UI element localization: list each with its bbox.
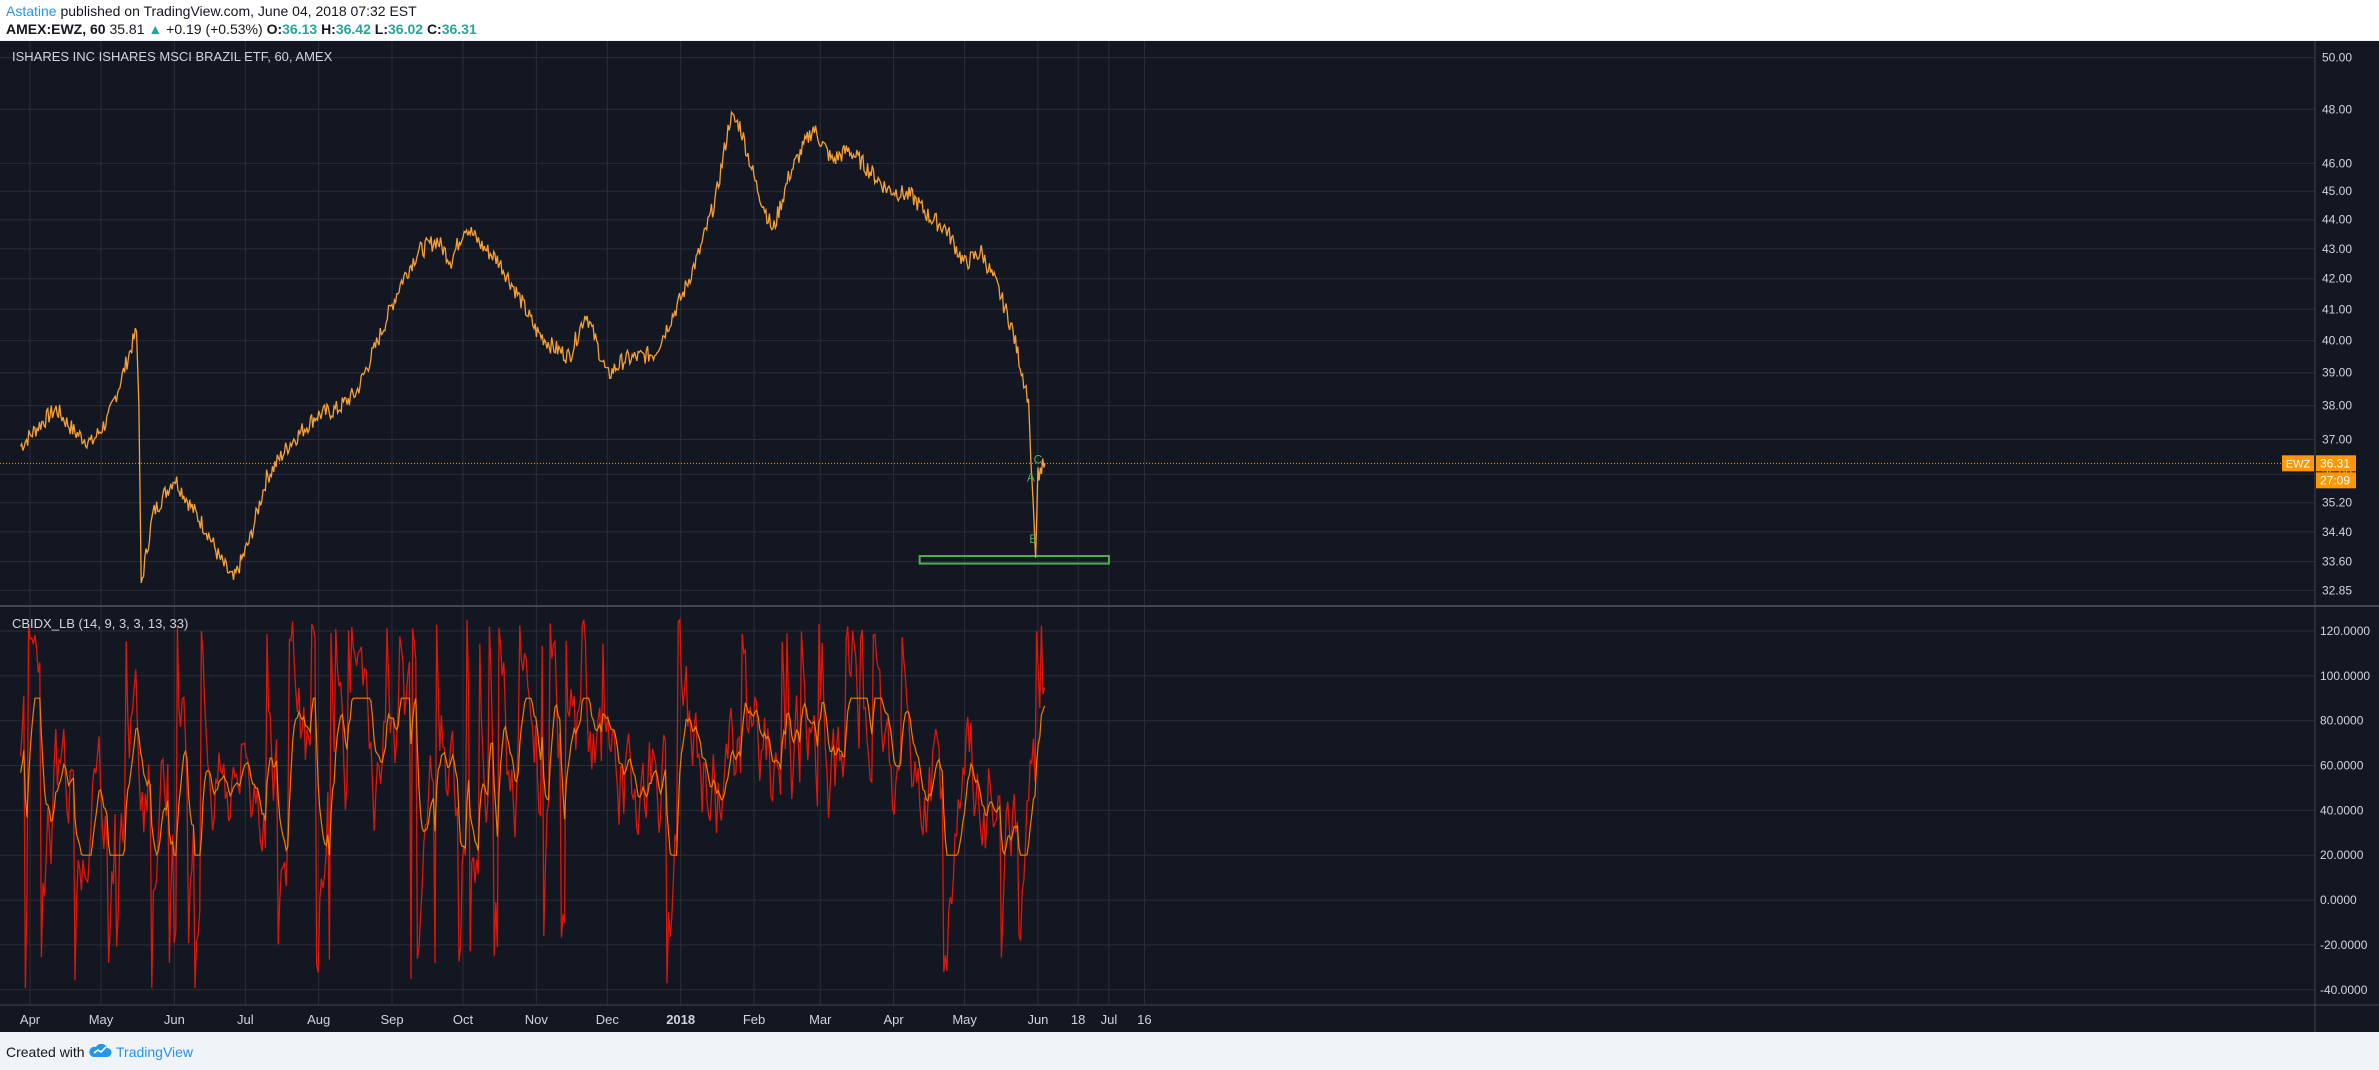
y-tick-label: 37.00 (2322, 432, 2352, 446)
price-series-line[interactable] (20, 110, 1046, 584)
close-label: C: (426, 21, 442, 37)
oscillator-slow-line[interactable] (20, 697, 1046, 857)
tradingview-cloud-icon (89, 1043, 112, 1057)
low-value: 36.02 (388, 21, 424, 37)
publish-info: Astatine published on TradingView.com, J… (6, 3, 417, 19)
y-tick-label: 32.85 (2322, 583, 2352, 597)
high-value: 36.42 (335, 21, 371, 37)
y-tick-label: 39.00 (2322, 366, 2352, 380)
osc-y-tick-label: -20.0000 (2320, 938, 2368, 952)
oscillator-title: CBIDX_LB (14, 9, 3, 3, 13, 33) (12, 616, 188, 631)
support-zone-rect[interactable] (918, 555, 1110, 565)
x-tick-label: Sep (380, 1012, 403, 1027)
published-text: published on TradingView.com, June 04, 2… (60, 3, 417, 19)
x-tick-label: Apr (20, 1012, 41, 1027)
tradingview-link[interactable]: TradingView (116, 1044, 194, 1060)
price-badge (2316, 455, 2356, 472)
oscillator-axis[interactable]: 120.0000 100.0000 80.0000 60.0000 40.0000 20.… (2320, 624, 2370, 997)
footer: Created with TradingView (0, 1032, 2379, 1070)
wave-label[interactable]: A (1027, 470, 1035, 484)
created-with-text: Created with (6, 1044, 85, 1060)
oscillator-pane[interactable] (19, 617, 1046, 989)
symbol-name: AMEX:EWZ, 60 (6, 21, 106, 37)
symbol-legend: AMEX:EWZ, 60 35.81 ▲ +0.19 (+0.53%) O:36… (6, 21, 477, 37)
main-chart-title: ISHARES INC ISHARES MSCI BRAZIL ETF, 60,… (12, 49, 333, 64)
x-tick-label: 18 (1071, 1012, 1085, 1027)
time-axis[interactable]: Apr May Jun Jul Aug Sep Oct Nov Dec 2018 Feb Mar Apr… (20, 1012, 1152, 1027)
open-value: 36.13 (282, 21, 318, 37)
open-label: O: (266, 21, 283, 37)
x-tick-label: Apr (883, 1012, 904, 1027)
osc-y-tick-label: -40.0000 (2320, 983, 2368, 997)
price-change: +0.19 (+0.53%) (166, 21, 263, 37)
x-tick-label: Feb (743, 1012, 765, 1027)
up-arrow-icon: ▲ (148, 21, 163, 37)
x-tick-label: Dec (596, 1012, 620, 1027)
x-tick-label: Nov (525, 1012, 549, 1027)
price-badges: EWZ 36.31 27:09 (2282, 455, 2356, 489)
osc-y-tick-label: 40.0000 (2320, 803, 2364, 817)
x-tick-label: Oct (453, 1012, 474, 1027)
y-tick-label: 45.00 (2322, 184, 2352, 198)
y-tick-label: 46.00 (2322, 156, 2352, 170)
wave-label[interactable]: C (1034, 453, 1043, 467)
grid-lines (0, 41, 2315, 1005)
y-tick-label: 34.40 (2322, 525, 2352, 539)
x-tick-label: May (89, 1012, 114, 1027)
y-tick-label: 38.00 (2322, 399, 2352, 413)
chart-canvas[interactable]: A B C 50.00 48.00 46.00 45.00 44.00 43.00 42.00 4… (0, 41, 2379, 1032)
osc-y-tick-label: 60.0000 (2320, 759, 2364, 773)
low-label: L: (374, 21, 388, 37)
x-tick-label: Mar (809, 1012, 832, 1027)
wave-label[interactable]: B (1029, 532, 1037, 546)
osc-y-tick-label: 120.0000 (2320, 624, 2370, 638)
price-pane[interactable]: A B C (0, 110, 2315, 584)
high-label: H: (321, 21, 336, 37)
y-tick-label: 42.00 (2322, 272, 2352, 286)
x-tick-label: Jun (1027, 1012, 1048, 1027)
x-tick-label: Jul (237, 1012, 254, 1027)
osc-y-tick-label: 20.0000 (2320, 848, 2364, 862)
osc-y-tick-label: 80.0000 (2320, 714, 2364, 728)
publish-header: Astatine published on TradingView.com, J… (0, 0, 2379, 40)
y-tick-label: 35.20 (2322, 496, 2352, 510)
y-tick-label: 40.00 (2322, 334, 2352, 348)
price-axis[interactable]: 50.00 48.00 46.00 45.00 44.00 43.00 42.00 41.00… (2322, 51, 2352, 598)
osc-y-tick-label: 100.0000 (2320, 669, 2370, 683)
y-tick-label: 50.00 (2322, 51, 2352, 65)
x-tick-label: 2018 (666, 1012, 695, 1027)
y-tick-label: 33.60 (2322, 555, 2352, 569)
y-tick-label: 48.00 (2322, 102, 2352, 116)
author-link[interactable]: Astatine (6, 3, 57, 19)
x-tick-label: Jul (1101, 1012, 1118, 1027)
chart-background (0, 41, 2379, 1032)
price-badge-label: 36.31 (2320, 456, 2350, 470)
close-value: 36.31 (441, 21, 477, 37)
last-price: 35.81 (109, 21, 145, 37)
countdown-badge-label: 27:09 (2320, 473, 2350, 487)
x-tick-label: Aug (307, 1012, 330, 1027)
oscillator-fast-line[interactable] (19, 617, 1046, 989)
x-tick-label: May (952, 1012, 977, 1027)
symbol-badge (2282, 455, 2314, 472)
symbol-badge-label: EWZ (2286, 458, 2311, 470)
x-tick-label: Jun (164, 1012, 185, 1027)
osc-y-tick-label: 0.0000 (2320, 893, 2357, 907)
y-tick-label: 41.00 (2322, 302, 2352, 316)
y-tick-label: 44.00 (2322, 213, 2352, 227)
countdown-badge (2316, 472, 2356, 489)
x-tick-label: 16 (1137, 1012, 1151, 1027)
y-tick-label: 43.00 (2322, 242, 2352, 256)
